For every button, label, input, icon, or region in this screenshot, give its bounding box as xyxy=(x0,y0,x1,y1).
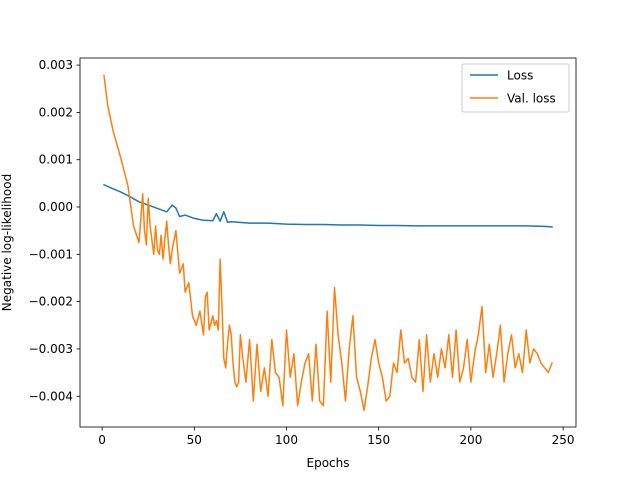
y-axis-ticks: 0.003 0.002 0.001 0.000 −0.001 −0.002 −0.003 −0… xyxy=(29,58,80,403)
y-tick-label: −0.004 xyxy=(29,389,73,403)
series-line-loss xyxy=(103,183,553,228)
y-tick-label: 0.000 xyxy=(39,200,73,214)
x-tick-label: 200 xyxy=(459,433,482,447)
x-axis-label: Epochs xyxy=(307,456,350,470)
axes-frame xyxy=(79,57,577,428)
x-tick-label: 150 xyxy=(367,433,390,447)
x-axis-ticks: 0 50 100 150 200 250 xyxy=(98,427,575,447)
legend-label-loss: Loss xyxy=(507,69,533,83)
legend-box xyxy=(461,63,570,113)
y-tick-label: −0.002 xyxy=(29,295,73,309)
x-tick-label: 0 xyxy=(98,433,106,447)
plot-area xyxy=(103,74,553,412)
series-line-val-loss xyxy=(103,74,553,412)
x-tick-label: 250 xyxy=(552,433,575,447)
y-axis-label: Negative log-likelihood xyxy=(0,174,14,311)
y-tick-label: 0.001 xyxy=(39,153,73,167)
x-tick-label: 50 xyxy=(187,433,202,447)
x-tick-label: 100 xyxy=(275,433,298,447)
y-tick-label: 0.002 xyxy=(39,105,73,119)
legend: Loss Val. loss xyxy=(461,63,570,113)
y-tick-label: 0.003 xyxy=(39,58,73,72)
y-tick-label: −0.001 xyxy=(29,247,73,261)
legend-label-val-loss: Val. loss xyxy=(507,92,556,106)
y-tick-label: −0.003 xyxy=(29,342,73,356)
